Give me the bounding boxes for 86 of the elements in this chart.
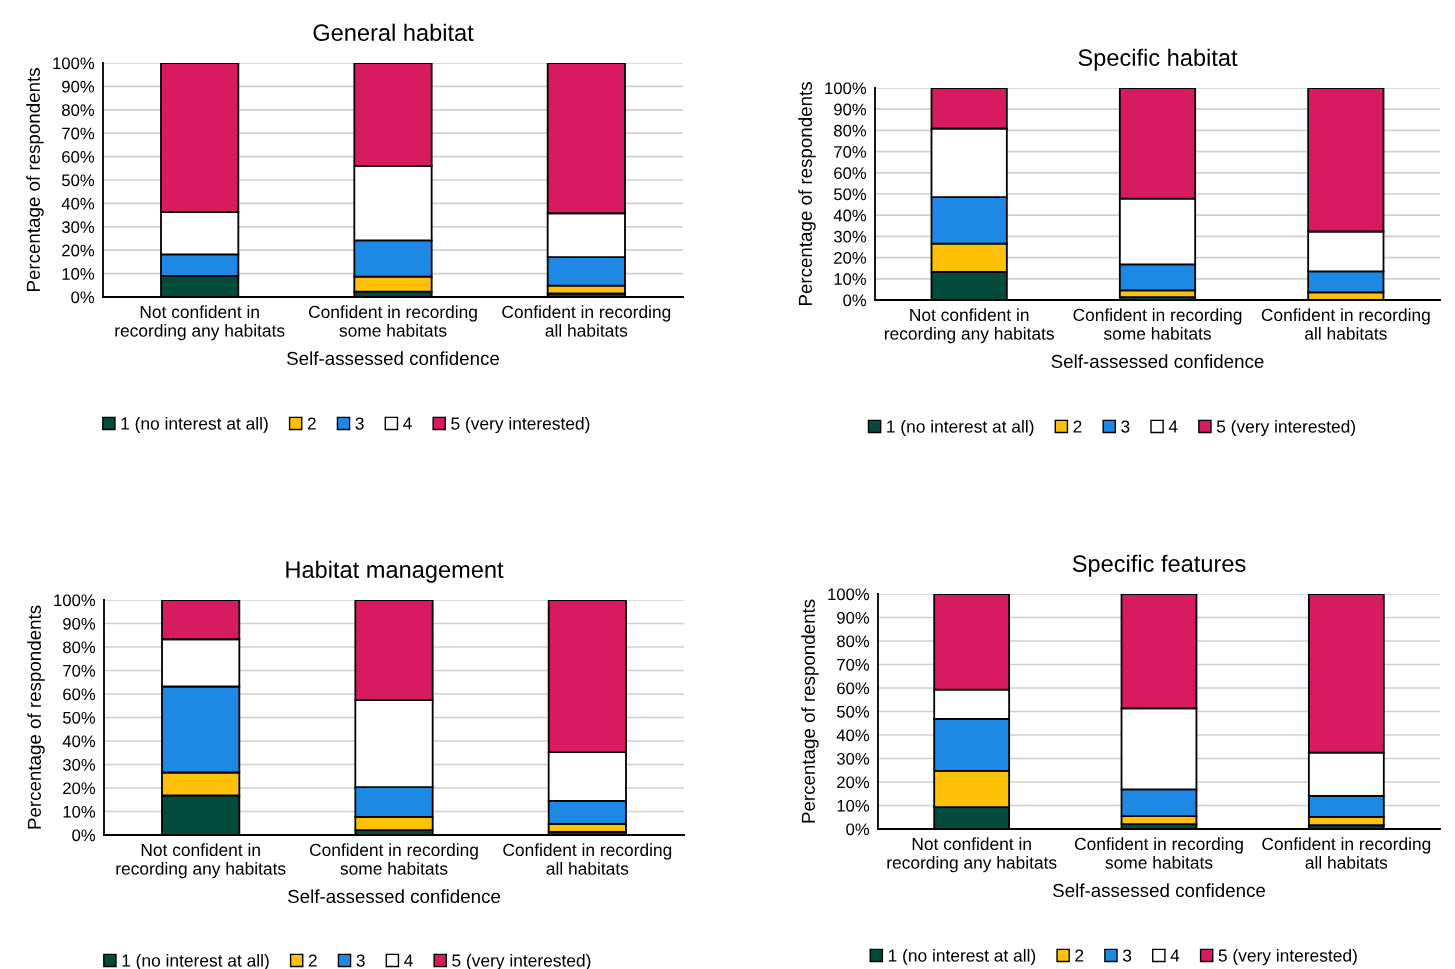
y-tick-label: 40% <box>836 729 870 742</box>
x-tick-label: Confident in recording all habitats <box>503 843 672 875</box>
y-tick-label: 70% <box>837 658 870 671</box>
y-tick-label: 60% <box>834 167 867 179</box>
x-tick-label: Confident in recording all habitats <box>1262 837 1431 869</box>
x-tick-label: Confident in recording some habitats <box>308 305 477 337</box>
x-axis-title: Self-assessed confidence <box>287 351 500 366</box>
y-tick-label: 100% <box>828 588 870 601</box>
y-tick-label: 90% <box>62 80 95 93</box>
y-tick-label: 50% <box>836 705 870 718</box>
legend-label: 2 <box>1075 949 1084 962</box>
y-tick-label: 0% <box>72 829 96 842</box>
y-tick-label: 20% <box>62 244 95 257</box>
legend-label: 3 <box>1122 949 1132 962</box>
y-tick-label: 100% <box>53 57 95 70</box>
chart-title: Specific habitat <box>1078 48 1238 71</box>
y-tick-label: 90% <box>834 103 867 116</box>
y-axis-title: Percentage of respondents <box>26 68 44 292</box>
x-tick-label: Not confident in recording any habitats <box>116 843 286 879</box>
y-tick-label: 10% <box>63 805 96 818</box>
y-tick-label: 30% <box>833 230 867 243</box>
x-tick-label: Not confident in recording any habitats <box>887 837 1057 873</box>
y-tick-label: 100% <box>54 594 96 607</box>
legend-label: 5 (very interested) <box>451 416 590 434</box>
y-tick-label: 30% <box>61 221 95 233</box>
y-tick-label: 20% <box>63 782 96 795</box>
x-tick-label: Confident in recording some habitats <box>309 843 478 875</box>
y-tick-label: 80% <box>62 104 95 116</box>
x-tick-label: Not confident in recording any habitats <box>115 305 285 341</box>
x-axis-title: Self-assessed confidence <box>1051 354 1264 369</box>
y-tick-label: 40% <box>61 197 95 210</box>
y-tick-label: 60% <box>63 688 96 701</box>
legend-label: 3 <box>355 417 364 430</box>
y-tick-label: 50% <box>62 711 96 724</box>
legend-label: 5 (very interested) <box>1218 948 1357 966</box>
x-axis-title: Self-assessed confidence <box>1053 883 1266 898</box>
x-tick-label: Confident in recording some habitats <box>1074 837 1243 869</box>
y-tick-label: 60% <box>62 151 95 163</box>
y-tick-label: 40% <box>833 209 867 222</box>
y-axis-title: Percentage of respondents <box>27 605 45 829</box>
y-tick-label: 50% <box>61 174 95 187</box>
y-tick-label: 70% <box>834 146 867 158</box>
legend-label: 1 (no interest at all) <box>887 419 1034 437</box>
y-tick-label: 90% <box>63 617 96 630</box>
legend-label: 3 <box>1121 420 1130 433</box>
legend-label: 5 (very interested) <box>1216 419 1356 437</box>
legend-label: 1 (no interest at all) <box>121 416 268 434</box>
y-tick-label: 0% <box>843 294 867 307</box>
chart-title: Habitat management <box>286 560 504 583</box>
y-tick-label: 10% <box>834 273 867 285</box>
y-tick-label: 70% <box>63 664 96 677</box>
y-tick-label: 80% <box>834 124 867 137</box>
y-tick-label: 50% <box>833 188 867 201</box>
legend-label: 3 <box>356 954 365 967</box>
y-tick-label: 20% <box>837 776 870 789</box>
legend-label: 4 <box>1168 420 1178 433</box>
y-tick-label: 10% <box>62 268 95 280</box>
x-tick-label: Confident in recording some habitats <box>1073 308 1242 340</box>
y-tick-label: 0% <box>71 291 95 304</box>
x-axis-title: Self-assessed confidence <box>288 889 501 904</box>
y-tick-label: 20% <box>834 252 867 264</box>
y-tick-label: 30% <box>836 752 870 765</box>
legend-label: 4 <box>403 417 412 430</box>
x-tick-label: Not confident in recording any habitats <box>884 308 1054 344</box>
legend-label: 2 <box>1073 420 1082 433</box>
legend-label: 2 <box>307 417 316 430</box>
y-tick-label: 30% <box>62 758 96 771</box>
legend-label: 2 <box>308 954 317 967</box>
y-axis-title: Percentage of respondents <box>798 82 816 306</box>
y-tick-label: 90% <box>837 611 870 624</box>
y-tick-label: 80% <box>63 641 96 654</box>
y-tick-label: 100% <box>825 82 867 95</box>
x-tick-label: Confident in recording all habitats <box>1261 308 1430 340</box>
y-tick-label: 80% <box>837 635 870 648</box>
legend-label: 4 <box>1170 949 1180 962</box>
legend-label: 4 <box>404 954 413 967</box>
y-tick-label: 60% <box>837 682 870 695</box>
y-axis-title: Percentage of respondents <box>801 599 819 823</box>
chart-title: Specific features <box>1072 554 1246 577</box>
x-tick-label: Confident in recording all habitats <box>502 305 671 337</box>
y-tick-label: 10% <box>837 799 870 812</box>
y-tick-label: 0% <box>846 823 870 836</box>
y-tick-label: 40% <box>62 735 96 748</box>
legend-label: 1 (no interest at all) <box>888 948 1036 966</box>
y-tick-label: 70% <box>62 127 95 140</box>
chart-title: General habitat <box>313 23 474 42</box>
